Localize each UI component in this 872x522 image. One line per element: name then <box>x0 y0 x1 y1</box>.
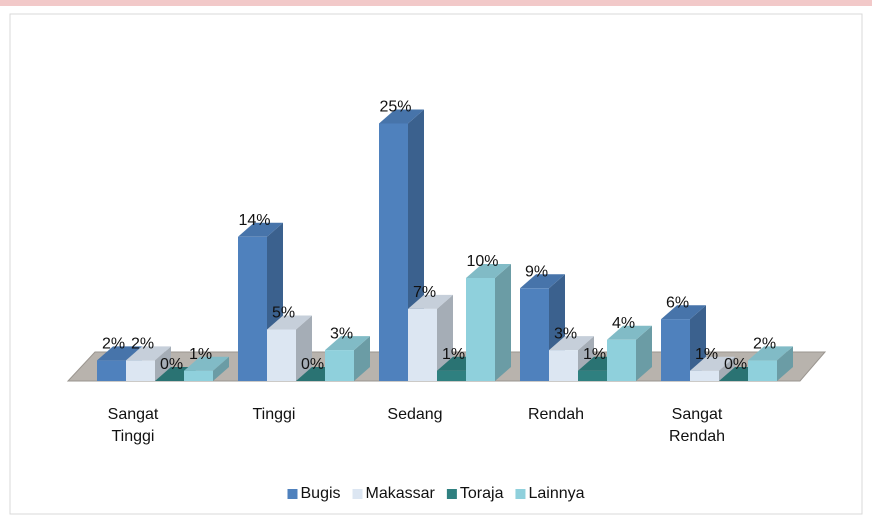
bar-top <box>126 346 171 361</box>
bar-side <box>719 356 735 381</box>
value-label: 9% <box>525 264 548 281</box>
bar <box>408 308 437 381</box>
bar-top <box>408 294 453 309</box>
bar-side <box>636 325 652 381</box>
bar-side <box>213 356 229 381</box>
legend: Bugis Makassar Toraja Lainnya <box>287 485 585 502</box>
bar <box>437 370 466 381</box>
value-label: 5% <box>272 305 295 322</box>
bar <box>238 236 267 381</box>
bar-top <box>607 325 652 340</box>
bar-top <box>97 346 142 361</box>
x-tick-label: Sangat Tinggi <box>108 406 159 445</box>
bar <box>549 350 578 381</box>
value-label: 10% <box>466 253 498 270</box>
value-label: 3% <box>554 325 577 342</box>
value-label: 0% <box>160 356 183 373</box>
legend-swatch <box>446 489 457 499</box>
bar <box>97 360 126 381</box>
bar-top <box>267 315 312 330</box>
bar <box>690 370 719 381</box>
value-label: 7% <box>413 284 436 301</box>
bar-top <box>238 222 283 237</box>
legend-swatch <box>287 489 298 499</box>
bar <box>126 360 155 381</box>
value-label: 2% <box>131 336 154 353</box>
x-tick-label-line: Tinggi <box>112 428 155 445</box>
watermark-band <box>0 0 872 6</box>
bar-top <box>466 264 511 278</box>
legend-label: Lainnya <box>528 485 584 502</box>
value-label: 4% <box>612 315 635 332</box>
value-label: 1% <box>189 346 212 363</box>
legend-label: Bugis <box>300 485 340 502</box>
legend-label: Toraja <box>460 485 504 502</box>
bar-side <box>437 294 453 381</box>
bar-top <box>748 346 793 361</box>
bar-top <box>661 305 706 320</box>
value-label: 1% <box>695 346 718 363</box>
bar-top <box>325 336 370 351</box>
legend-swatch <box>515 489 526 499</box>
x-tick-label: Sedang <box>387 406 442 423</box>
value-label: 1% <box>442 346 465 363</box>
value-label: 2% <box>102 336 125 353</box>
bar-side <box>354 336 370 381</box>
bar-side <box>495 264 511 381</box>
value-label: 1% <box>583 346 606 363</box>
x-tick-label-line: Rendah <box>669 428 725 445</box>
bar <box>661 319 690 381</box>
bar-top <box>690 356 735 371</box>
x-tick-label: Sangat Rendah <box>669 406 725 445</box>
legend-label: Makassar <box>366 485 436 502</box>
bar <box>379 123 408 381</box>
bar <box>607 339 636 381</box>
value-label: 0% <box>724 356 747 373</box>
value-label: 0% <box>301 356 324 373</box>
bar-side <box>155 346 171 381</box>
x-tick-label-line: Sangat <box>672 406 723 423</box>
bar-top <box>379 109 424 124</box>
value-label: 25% <box>379 99 411 116</box>
chart-border <box>9 13 863 515</box>
value-label: 3% <box>330 325 353 342</box>
value-label: 6% <box>666 294 689 311</box>
bar <box>325 350 354 381</box>
bar-side <box>296 315 312 381</box>
bar-top <box>520 274 565 289</box>
bar <box>184 370 213 381</box>
bar <box>267 329 296 381</box>
bar-top <box>549 336 594 351</box>
x-tick-label: Tinggi <box>253 406 296 423</box>
x-tick-label-line: Sangat <box>108 406 159 423</box>
bar-side <box>777 346 793 381</box>
bar <box>520 288 549 381</box>
bar <box>748 360 777 381</box>
bar <box>466 278 495 381</box>
bar-top <box>184 356 229 371</box>
bar <box>578 370 607 381</box>
legend-swatch <box>352 489 363 499</box>
value-label: 2% <box>753 336 776 353</box>
value-label: 14% <box>238 212 270 229</box>
x-tick-label: Rendah <box>528 406 584 423</box>
